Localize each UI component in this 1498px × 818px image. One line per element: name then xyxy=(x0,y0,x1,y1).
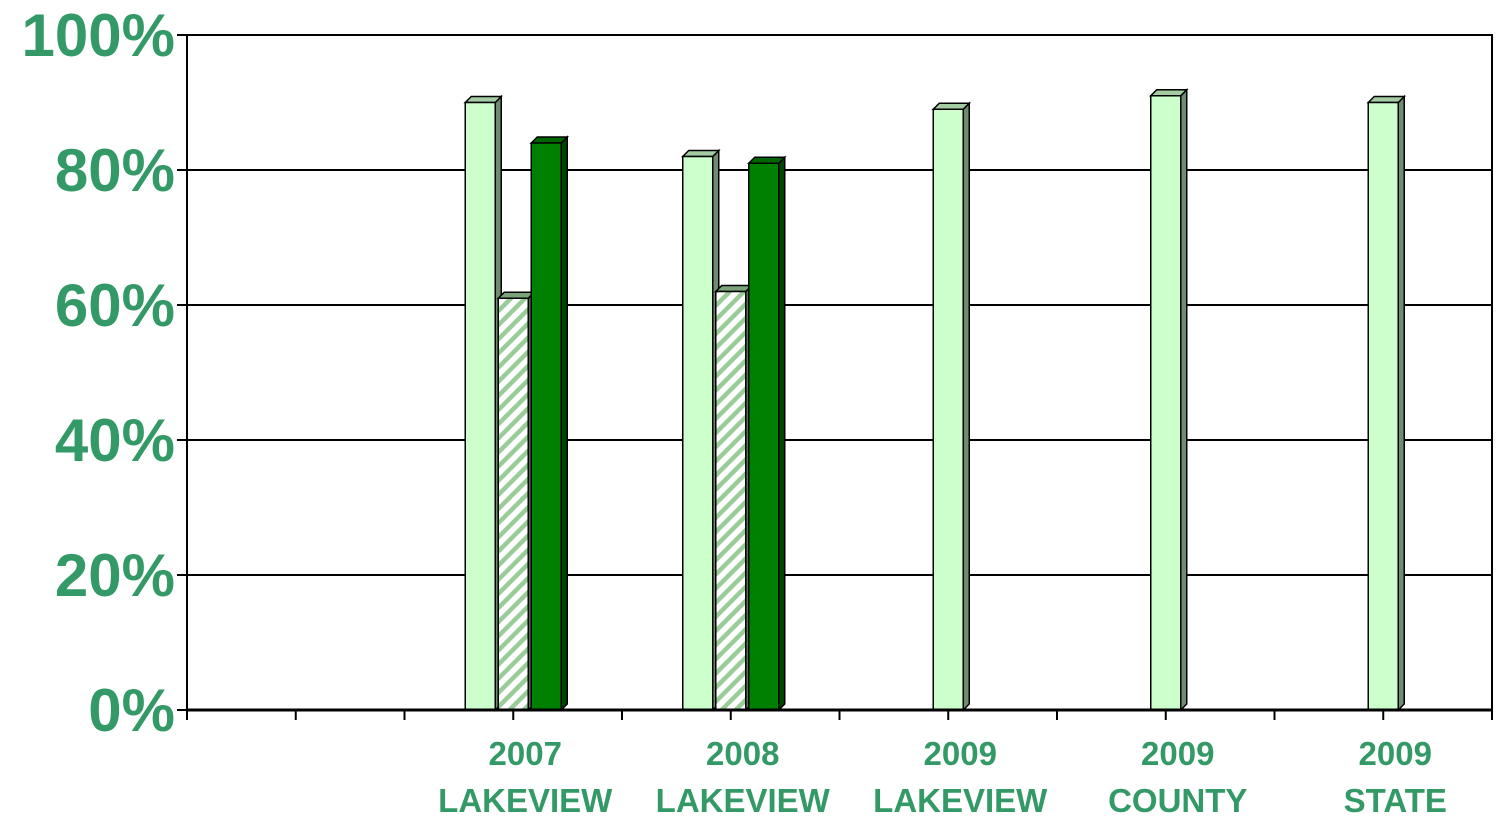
x-tick-label-year: 2008 xyxy=(706,735,779,772)
bar-front xyxy=(715,290,747,711)
bar xyxy=(1148,87,1189,712)
bar-side xyxy=(1397,94,1405,712)
bar-side xyxy=(778,155,786,712)
bar-top xyxy=(463,95,504,104)
bar-side xyxy=(1180,87,1188,712)
y-tick-label: 40% xyxy=(55,407,175,474)
bar xyxy=(680,148,721,712)
bar-top xyxy=(1366,95,1407,104)
axes xyxy=(177,34,1493,720)
x-tick-label-name: COUNTY xyxy=(1108,782,1247,818)
bar-front xyxy=(497,297,529,711)
x-tick-label-name: LAKEVIEW xyxy=(873,782,1048,818)
y-axis-ticks: 0% 20% 40% 60% 80% 100% xyxy=(22,2,175,744)
bar xyxy=(713,283,754,712)
x-tick-label-year: 2009 xyxy=(1141,735,1214,772)
bar-front xyxy=(748,162,780,711)
y-tick-label: 0% xyxy=(88,677,175,744)
x-tick-label-year: 2007 xyxy=(489,735,562,772)
bar xyxy=(463,94,504,712)
x-axis-ticks: 2007 LAKEVIEW 2008 LAKEVIEW 2009 LAKEVIEW 2009… xyxy=(438,735,1447,818)
bar-front xyxy=(1367,101,1399,711)
bar-top xyxy=(746,156,787,164)
bar-front xyxy=(464,101,496,711)
bar-top xyxy=(1148,89,1189,97)
bar-front xyxy=(530,142,562,711)
x-tick-label-name: LAKEVIEW xyxy=(438,782,613,818)
x-tick-label-year: 2009 xyxy=(924,735,997,772)
bar-side xyxy=(560,135,568,712)
y-tick-label: 20% xyxy=(55,542,175,609)
y-tick-label: 80% xyxy=(55,137,175,204)
x-tick-label-name: STATE xyxy=(1344,782,1447,818)
bar-top xyxy=(713,284,754,293)
bar-top xyxy=(529,136,570,144)
bar-top xyxy=(680,149,721,158)
bar-front xyxy=(1150,95,1182,711)
gridlines xyxy=(186,34,1493,711)
y-tick-label: 100% xyxy=(22,2,175,69)
bar xyxy=(1366,94,1407,712)
y-tick-label: 60% xyxy=(55,272,175,339)
bar-side xyxy=(962,101,970,712)
plot-area-border xyxy=(186,34,1493,711)
bars xyxy=(463,87,1407,712)
bar-front xyxy=(682,155,714,711)
bar xyxy=(496,290,537,712)
bar xyxy=(746,155,787,712)
bar xyxy=(529,135,570,712)
x-tick-label-year: 2009 xyxy=(1359,735,1432,772)
x-tick-label-name: LAKEVIEW xyxy=(656,782,831,818)
bar-top xyxy=(931,102,972,110)
bar xyxy=(931,101,972,712)
bar-front xyxy=(932,108,964,711)
bar-top xyxy=(496,291,537,299)
